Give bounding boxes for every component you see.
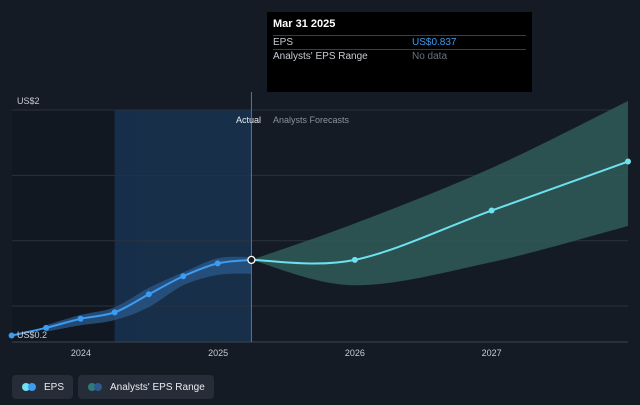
data-points [8,158,631,339]
tooltip-eps-value: US$0.837 [412,37,457,48]
eps-legend-icon [22,383,38,391]
forecast-point [351,256,358,263]
forecast-point [625,158,631,165]
legend-item-eps[interactable]: EPS [12,375,74,399]
tooltip-range-value: No data [412,51,448,62]
x-tick-label: 2024 [71,348,91,358]
forecast-point [488,207,495,214]
legend: EPS Analysts' EPS Range [12,375,214,399]
legend-label-range: Analysts' EPS Range [110,381,205,393]
axis-ticks: 2024 2025 2026 2027 US$2 US$0.2 [17,96,502,358]
legend-label-eps: EPS [44,381,65,393]
eps-point [247,255,256,265]
y-tick-label: US$0.2 [17,330,47,340]
eps-point [43,324,50,331]
forecast-label: Analysts Forecasts [273,115,350,125]
tooltip-row-eps: EPS US$0.837 [273,35,526,49]
eps-point [180,273,187,280]
x-tick-label: 2026 [345,348,365,358]
tooltip-date: Mar 31 2025 [273,18,336,30]
eps-point [214,260,221,267]
tooltip-row-range: Analysts' EPS Range No data [273,49,526,63]
forecast-range-band [251,100,628,286]
range-legend-icon [88,383,104,391]
eps-point [145,291,152,298]
tooltip-eps-label: EPS [273,37,294,48]
x-tick-label: 2027 [482,348,502,358]
x-tick-label: 2025 [208,348,228,358]
forecast-line [251,160,629,265]
eps-point [8,332,15,339]
tooltip: Mar 31 2025 EPS US$0.837 Analysts' EPS R… [267,12,532,92]
actual-label: Actual [236,115,261,125]
eps-point [111,309,118,316]
eps-point [77,315,84,322]
tooltip-range-label: Analysts' EPS Range [273,51,368,62]
legend-item-range[interactable]: Analysts' EPS Range [78,375,214,399]
y-tick-label: US$2 [17,96,40,106]
